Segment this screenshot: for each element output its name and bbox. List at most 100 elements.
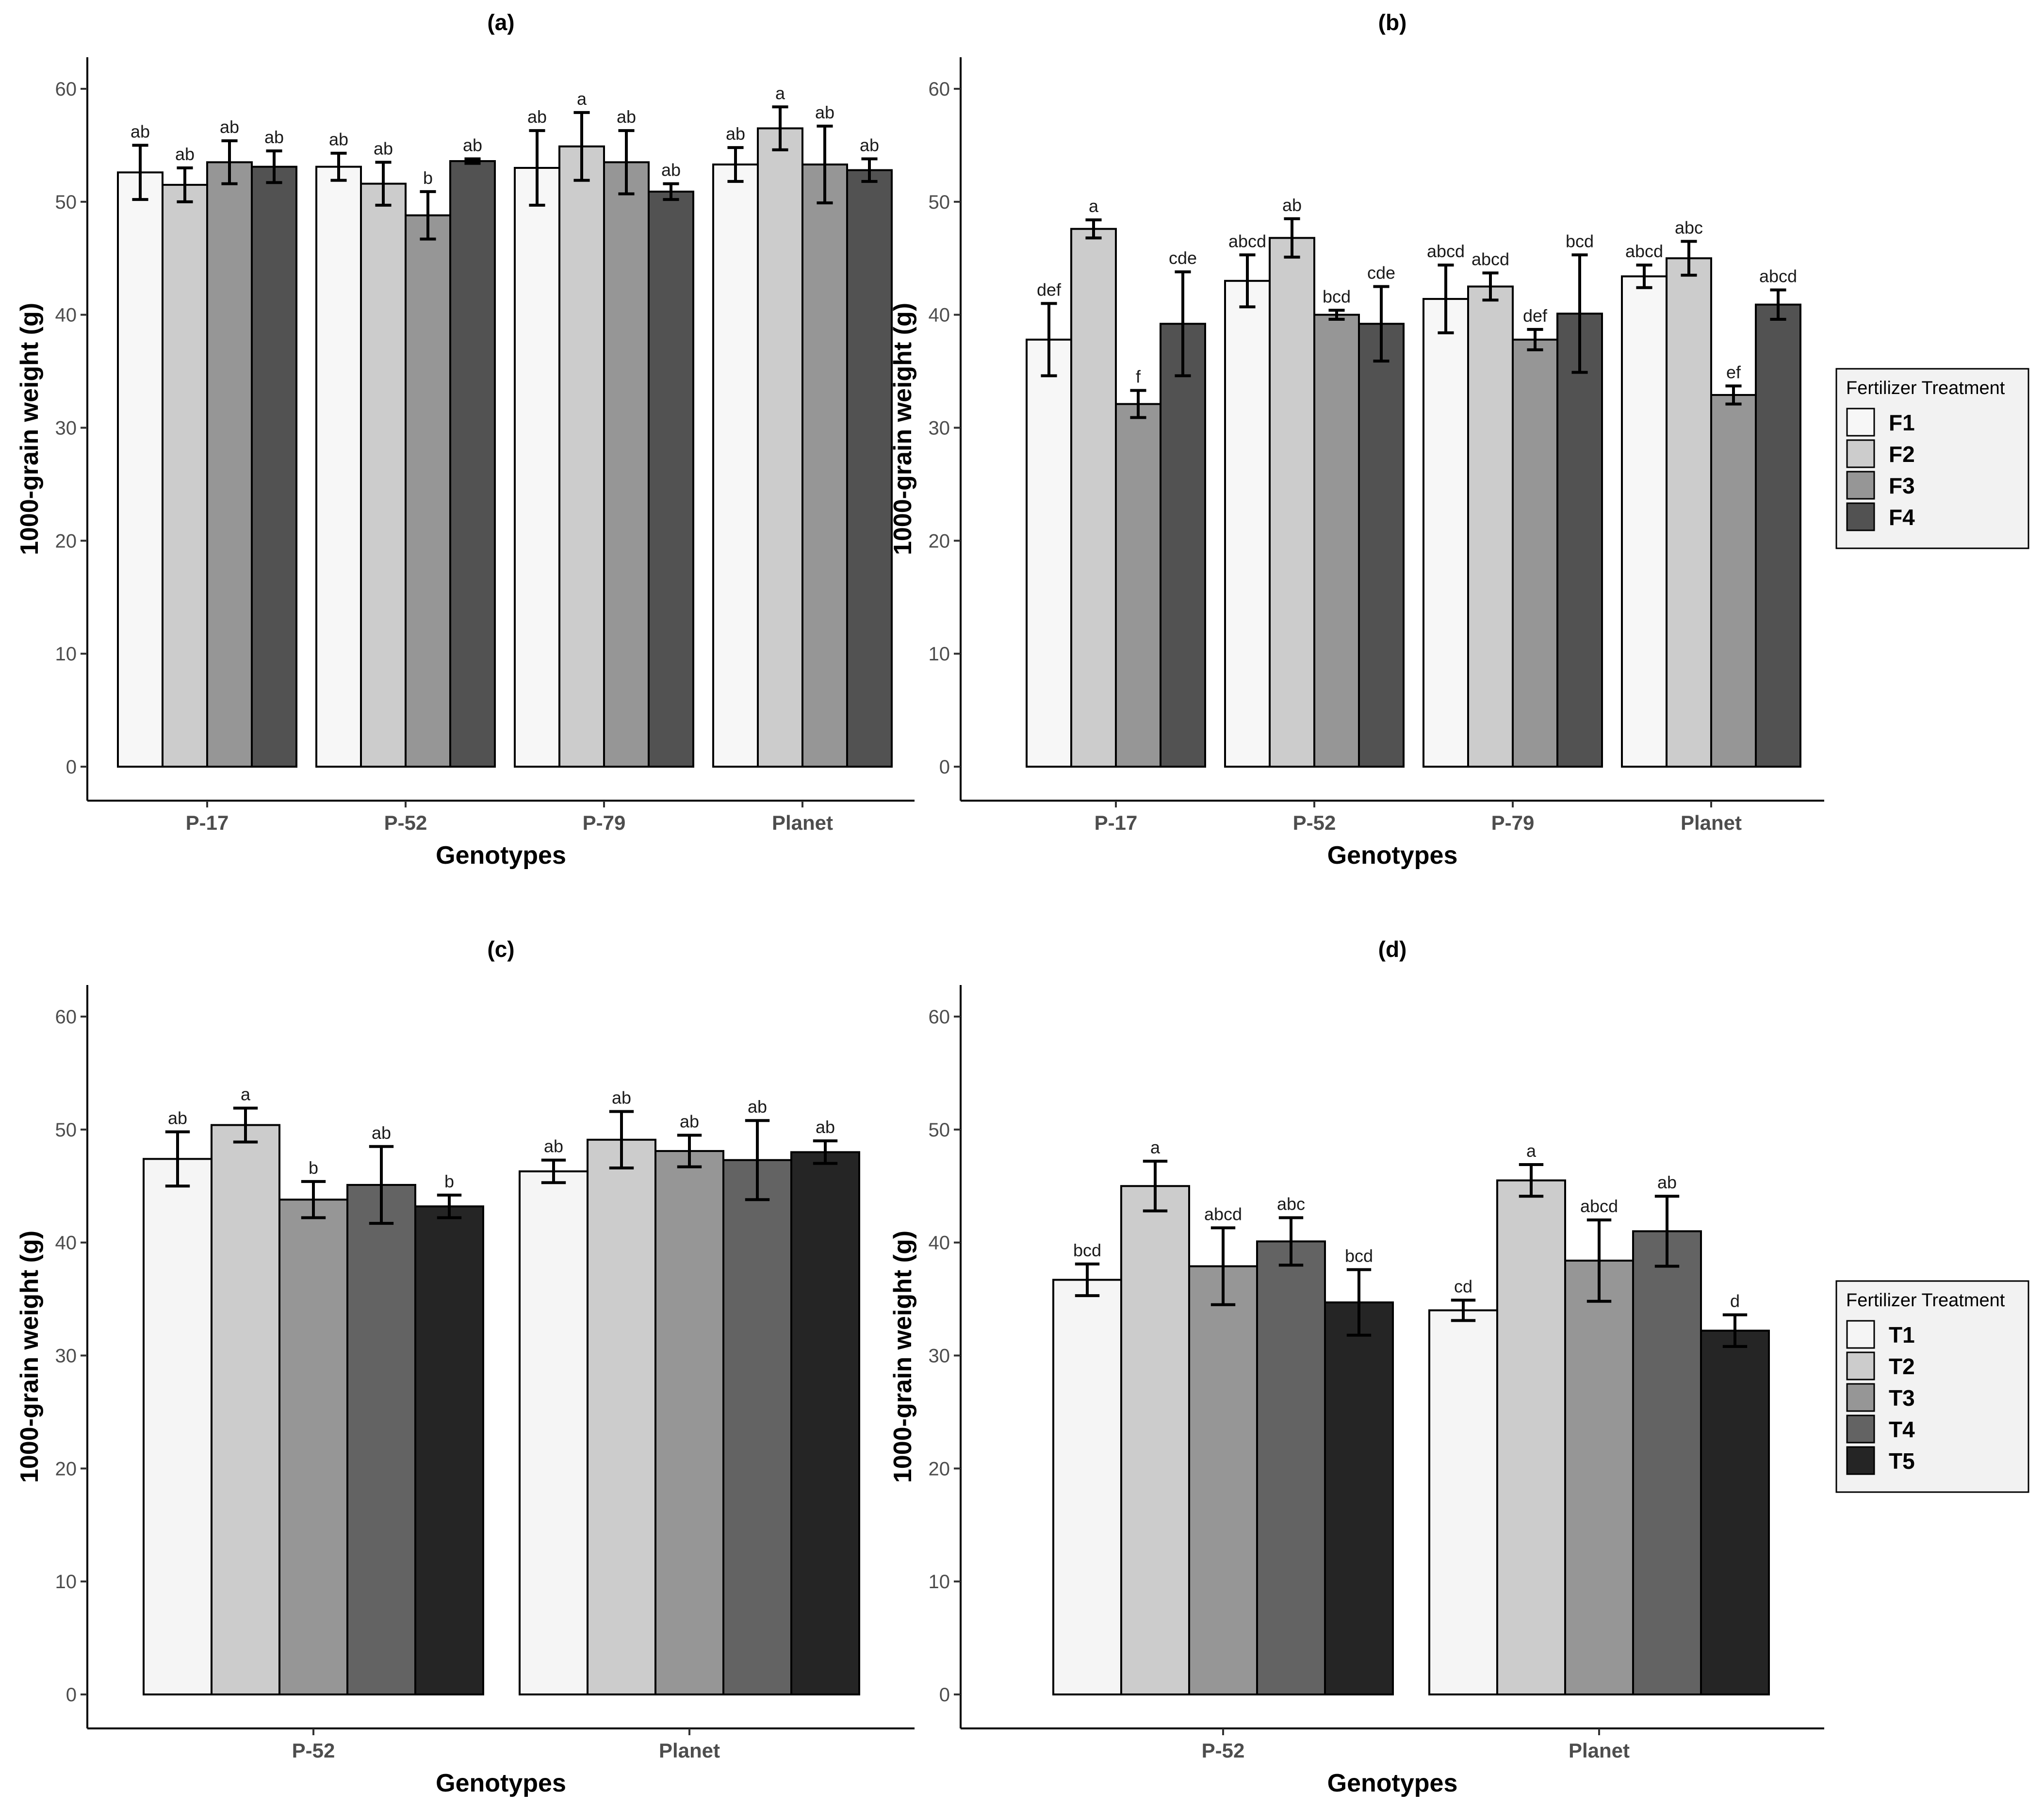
bar-f1-p-52 xyxy=(315,165,362,768)
chart-panel-c: (c) 0 10 20 30 40 50 60 1000-grain weight (g) Gen… xyxy=(16,937,915,1797)
significance-label: ef xyxy=(1726,362,1741,382)
significance-label: cd xyxy=(1454,1276,1472,1296)
bar-f3-p-79 xyxy=(1512,338,1558,768)
significance-label: bcd xyxy=(1323,286,1351,306)
bar-f3-planet xyxy=(801,163,848,768)
x-tick-label: P-52 xyxy=(292,1739,335,1762)
significance-label: abc xyxy=(1277,1194,1305,1214)
significance-label: ab xyxy=(612,1088,631,1108)
x-tick-label: Planet xyxy=(1681,811,1742,834)
significance-label: b xyxy=(309,1158,318,1178)
significance-label: ab xyxy=(374,138,393,158)
y-tick-label: 0 xyxy=(66,1684,77,1706)
legend-key-t2 xyxy=(1846,1351,1875,1381)
bar-f2-p-79 xyxy=(558,145,605,768)
legend-label: T5 xyxy=(1889,1448,1915,1474)
y-tick-label: 40 xyxy=(929,305,950,326)
panel-title: (a) xyxy=(487,10,514,35)
significance-label: bcd xyxy=(1566,231,1594,251)
y-tick-label: 60 xyxy=(929,1006,950,1028)
chart-panel-b: (b) 0 10 20 30 40 50 60 1000-grain weight (g) Gen… xyxy=(889,10,2029,870)
bar-f4-p-52 xyxy=(1358,323,1405,768)
y-tick-label: 0 xyxy=(939,1684,950,1706)
bar-f3-p-17 xyxy=(206,161,253,768)
significance-label: ab xyxy=(661,160,681,180)
legend-key-f4 xyxy=(1846,502,1875,531)
significance-label: ab xyxy=(617,107,636,127)
bar-f4-p-79 xyxy=(648,190,694,768)
legend-key-t5 xyxy=(1846,1446,1875,1475)
bar-f3-p-52 xyxy=(1313,313,1360,768)
significance-label: f xyxy=(1136,367,1141,387)
y-tick-label: 0 xyxy=(66,756,77,778)
bar-t5-p-52 xyxy=(1324,1301,1394,1695)
bar-t1-planet xyxy=(1428,1309,1498,1696)
legend-label: F1 xyxy=(1889,410,1915,435)
bar-f4-p-52 xyxy=(449,160,496,768)
x-tick-label: P-79 xyxy=(1491,811,1535,834)
bar-t4-p-52 xyxy=(1256,1240,1326,1696)
significance-label: b xyxy=(444,1171,454,1191)
significance-label: abc xyxy=(1675,217,1703,237)
x-tick-label: Planet xyxy=(1569,1739,1630,1762)
bar-t4-planet xyxy=(1632,1230,1702,1695)
bar-t3-planet xyxy=(1564,1259,1634,1695)
bar-f3-p-17 xyxy=(1115,403,1161,768)
y-tick-label: 40 xyxy=(55,1233,77,1254)
significance-label: ab xyxy=(1657,1172,1677,1192)
significance-label: a xyxy=(241,1085,251,1104)
significance-label: bcd xyxy=(1345,1246,1373,1266)
bar-t5-planet xyxy=(790,1151,860,1695)
bar-f2-planet xyxy=(757,127,803,768)
significance-label: a xyxy=(775,83,785,103)
legend-label: F2 xyxy=(1889,442,1915,467)
bar-f4-p-79 xyxy=(1556,312,1603,768)
x-axis-title: Genotypes xyxy=(1327,841,1458,870)
bar-f2-p-17 xyxy=(1070,228,1117,768)
bar-t4-p-52 xyxy=(346,1183,416,1695)
bar-t3-planet xyxy=(654,1150,724,1696)
significance-label: a xyxy=(1089,196,1099,216)
legend-key-t4 xyxy=(1846,1414,1875,1444)
significance-label: def xyxy=(1523,306,1548,326)
significance-label: bcd xyxy=(1073,1240,1101,1260)
x-tick-label: Planet xyxy=(772,811,833,834)
significance-label: abcd xyxy=(1472,249,1509,269)
y-tick-label: 30 xyxy=(55,1346,77,1367)
bar-f3-p-52 xyxy=(405,214,451,768)
y-tick-label: 10 xyxy=(929,643,950,665)
bar-f2-p-17 xyxy=(162,183,208,768)
legend-key-f2 xyxy=(1846,439,1875,468)
significance-label: cde xyxy=(1367,263,1395,282)
legend-label: T2 xyxy=(1889,1354,1915,1379)
y-tick-label: 50 xyxy=(55,192,77,213)
panel-title: (b) xyxy=(1378,10,1407,35)
bar-f3-planet xyxy=(1710,394,1757,768)
bar-f2-p-52 xyxy=(360,182,407,768)
bar-f2-p-79 xyxy=(1467,285,1514,768)
bar-f2-planet xyxy=(1666,257,1712,768)
y-axis-title: 1000-grain weight (g) xyxy=(16,303,44,555)
bar-f4-p-17 xyxy=(251,165,297,768)
significance-label: a xyxy=(1150,1137,1161,1157)
bar-t1-planet xyxy=(519,1170,589,1695)
y-tick-label: 60 xyxy=(55,1006,77,1028)
x-tick-label: P-17 xyxy=(1095,811,1138,834)
bar-t2-p-52 xyxy=(211,1124,280,1695)
x-tick-label: P-52 xyxy=(1293,811,1336,834)
y-tick-label: 10 xyxy=(929,1571,950,1593)
panel-title: (d) xyxy=(1378,937,1407,962)
legend-key-t3 xyxy=(1846,1383,1875,1412)
bar-f1-p-79 xyxy=(1423,298,1469,768)
significance-label: d xyxy=(1730,1291,1740,1311)
x-tick-label: P-79 xyxy=(583,811,626,834)
bar-f1-planet xyxy=(1621,275,1668,768)
significance-label: abcd xyxy=(1580,1196,1618,1216)
x-tick-label: P-17 xyxy=(186,811,229,834)
legend-label: T1 xyxy=(1889,1322,1915,1348)
y-tick-label: 20 xyxy=(55,1458,77,1479)
x-axis-title: Genotypes xyxy=(436,1769,566,1797)
legend-label: F3 xyxy=(1889,473,1915,498)
significance-label: ab xyxy=(726,124,745,144)
bar-f4-planet xyxy=(1755,303,1801,768)
